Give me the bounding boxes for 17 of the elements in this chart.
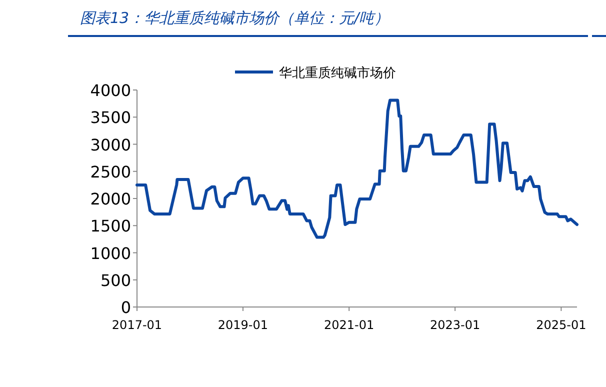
x-tick-label: 2023-01 [430, 318, 480, 332]
y-tick-label: 1000 [90, 244, 131, 263]
y-tick-label: 500 [100, 270, 131, 290]
y-tick-label: 3000 [90, 135, 131, 154]
legend-label: 华北重质纯碱市场价 [279, 66, 396, 81]
x-tick-label: 2017-01 [112, 318, 162, 332]
x-tick-label: 2021-01 [324, 318, 374, 332]
chart-title: 图表13：华北重质纯碱市场价（单位：元/吨） [80, 9, 390, 27]
y-tick-label: 2500 [90, 162, 131, 182]
x-tick-label: 2025-01 [536, 318, 586, 332]
y-tick-label: 0 [120, 298, 131, 317]
line-series [136, 98, 578, 239]
y-tick-label: 3500 [90, 108, 131, 128]
y-tick-label: 1500 [90, 216, 131, 236]
x-tick-label: 2019-01 [218, 318, 268, 332]
y-tick-label: 4000 [90, 81, 131, 100]
y-tick-label: 2000 [90, 190, 131, 208]
